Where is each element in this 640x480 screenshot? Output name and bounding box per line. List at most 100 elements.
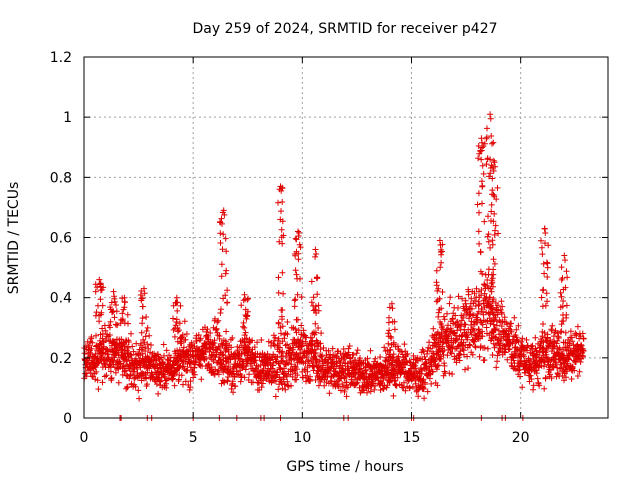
data-point (284, 319, 291, 325)
data-point (437, 264, 444, 271)
data-point (433, 267, 440, 274)
data-point (223, 328, 230, 335)
y-tick-label: 0.2 (50, 351, 72, 367)
data-point (430, 325, 437, 332)
data-point (164, 356, 171, 363)
data-point (345, 349, 352, 356)
data-point (538, 294, 545, 301)
data-point (307, 377, 314, 384)
data-point (191, 371, 198, 378)
data-point (312, 377, 319, 383)
data-point (275, 386, 282, 393)
data-point (155, 390, 162, 397)
data-point (220, 352, 227, 359)
data-point (272, 334, 279, 341)
data-point (485, 238, 492, 245)
data-point (171, 382, 178, 389)
data-point (160, 359, 167, 365)
data-point (210, 370, 217, 377)
data-point (171, 333, 178, 340)
data-point (426, 339, 433, 346)
data-point (92, 364, 99, 371)
data-point (163, 384, 170, 391)
data-point (269, 365, 276, 372)
data-point (354, 347, 361, 354)
data-point (128, 330, 134, 337)
data-point (93, 332, 99, 339)
data-point (101, 373, 108, 380)
data-point (105, 354, 112, 361)
data-point (390, 392, 397, 399)
data-point (543, 290, 550, 297)
data-point (446, 300, 453, 307)
data-point (489, 140, 495, 147)
data-point (93, 368, 100, 375)
data-point (283, 372, 290, 379)
data-point (153, 381, 160, 388)
data-point (562, 257, 568, 264)
data-point (292, 326, 299, 332)
data-point (251, 344, 258, 351)
data-point (215, 343, 222, 350)
data-point (314, 357, 320, 364)
data-point (479, 139, 485, 146)
data-point (139, 303, 146, 310)
data-point (137, 352, 144, 358)
data-point (212, 315, 218, 322)
data-point (487, 244, 494, 251)
data-point (492, 227, 498, 234)
data-point (364, 389, 370, 396)
data-point (240, 319, 247, 326)
data-point (391, 326, 398, 333)
data-point (218, 261, 225, 268)
data-point (122, 299, 128, 306)
data-point (110, 288, 117, 295)
data-point (180, 381, 186, 388)
data-point (217, 240, 224, 246)
data-point (538, 244, 545, 251)
data-point (380, 385, 387, 392)
data-point (281, 365, 288, 372)
data-point (350, 351, 357, 358)
data-point (484, 345, 491, 352)
data-point (298, 322, 305, 329)
data-point (490, 191, 497, 198)
data-point (337, 387, 344, 394)
data-point (379, 379, 386, 386)
data-point (218, 273, 225, 280)
data-point (278, 358, 285, 365)
data-point (407, 384, 413, 391)
data-point (563, 302, 570, 309)
data-point (371, 386, 378, 393)
data-point (489, 187, 496, 194)
data-point (192, 358, 199, 365)
data-point (139, 315, 146, 322)
data-point (222, 348, 229, 355)
data-point (112, 369, 119, 376)
data-point (534, 375, 541, 382)
data-point (198, 376, 205, 383)
data-point (318, 330, 325, 337)
data-point (157, 354, 164, 361)
data-point (489, 352, 496, 358)
data-point (441, 316, 448, 323)
data-point (177, 302, 184, 309)
data-point (542, 374, 549, 381)
data-point (498, 310, 505, 317)
data-point (367, 388, 374, 395)
data-point (293, 271, 300, 278)
data-point (106, 332, 113, 338)
data-point (401, 341, 408, 348)
x-tick-label: 15 (403, 430, 421, 446)
data-point (278, 330, 284, 337)
data-point (433, 279, 440, 286)
data-point (508, 320, 515, 327)
data-point (282, 386, 289, 393)
data-point (312, 350, 319, 356)
data-point (475, 155, 482, 162)
data-point (312, 253, 319, 260)
data-point (491, 260, 498, 267)
data-point (330, 358, 337, 365)
data-point (294, 366, 300, 373)
data-point (135, 387, 142, 394)
